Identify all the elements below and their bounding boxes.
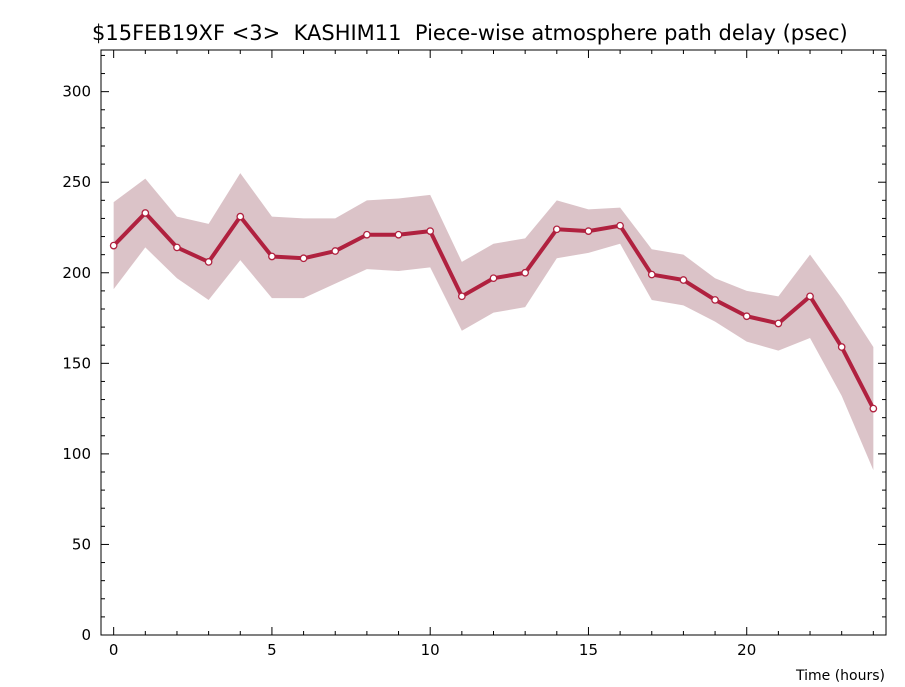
data-point [426, 227, 435, 235]
uncertainty-band-layer [113, 173, 874, 471]
data-point [489, 274, 498, 283]
data-point [742, 312, 751, 321]
data-point [299, 254, 308, 263]
data-point [363, 230, 371, 239]
data-point [806, 292, 814, 301]
x-tick-label: 5 [267, 641, 277, 659]
data-point [204, 258, 213, 266]
y-tick-label: 300 [62, 83, 91, 101]
data-point [457, 292, 466, 301]
data-point [647, 270, 656, 279]
x-tick-label: 15 [579, 641, 598, 659]
data-point [109, 241, 118, 250]
data-point [774, 319, 783, 328]
data-point [679, 276, 688, 284]
data-point [552, 225, 561, 234]
data-point [141, 209, 150, 217]
data-point [837, 343, 846, 351]
y-tick-label: 100 [62, 445, 91, 463]
data-point [331, 247, 340, 255]
y-tick-label: 0 [81, 626, 91, 644]
chart-title: $15FEB19XF <3> KASHIM11 Piece-wise atmos… [92, 21, 848, 45]
x-tick-label: 10 [421, 641, 440, 659]
data-point [236, 212, 245, 221]
data-point [616, 221, 624, 230]
data-point [394, 230, 403, 239]
uncertainty-band [113, 173, 874, 471]
data-point [268, 252, 276, 261]
data-point [711, 296, 719, 304]
x-axis: 0 5 10 15 20 [109, 50, 874, 659]
y-axis: 0 50 100 150 200 250 300 [62, 54, 886, 644]
y-tick-label: 50 [72, 535, 91, 553]
data-point [869, 404, 878, 413]
y-tick-label: 150 [62, 354, 91, 372]
x-axis-label: Time (hours) [795, 668, 885, 684]
y-tick-label: 250 [62, 173, 91, 191]
data-point-layer [109, 209, 878, 413]
data-point [521, 268, 530, 277]
y-tick-label: 200 [62, 264, 91, 282]
data-point [173, 243, 181, 252]
x-tick-label: 0 [109, 641, 119, 659]
data-point [584, 227, 593, 235]
x-tick-label: 20 [737, 641, 756, 659]
